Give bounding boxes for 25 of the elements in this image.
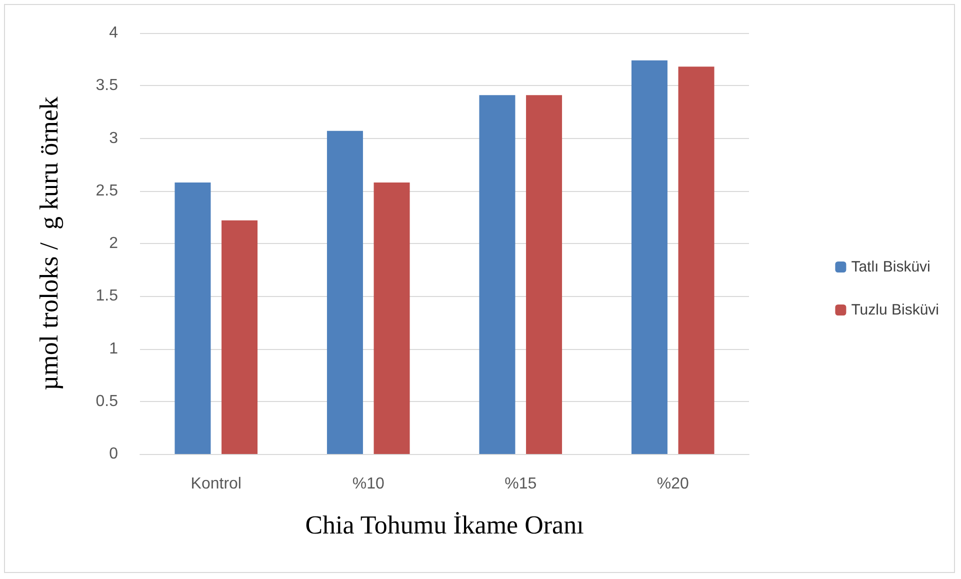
y-tick-label: 1 — [109, 340, 118, 358]
x-tick-label: %10 — [352, 476, 384, 492]
legend-label: Tuzlu Bisküvi — [851, 302, 940, 318]
legend-label: Tatlı Bisküvi — [851, 258, 930, 276]
y-axis-title: µmol troloks / g kuru örnek — [34, 96, 64, 390]
x-tick-label: %20 — [656, 476, 689, 492]
bar — [374, 182, 410, 454]
y-tick-label: 2 — [109, 235, 118, 252]
y-tick-label: 0 — [109, 446, 118, 462]
y-tick-label: 1.5 — [96, 288, 118, 305]
bar — [222, 220, 258, 454]
y-tick-label: 4 — [109, 24, 118, 42]
x-tick-label: Kontrol — [190, 476, 242, 492]
y-tick-label: 3 — [109, 130, 118, 147]
bar — [678, 66, 714, 454]
x-tick-label: %15 — [504, 476, 537, 492]
bar — [479, 95, 516, 454]
bar — [631, 60, 668, 454]
bar — [526, 95, 562, 454]
bar — [326, 130, 363, 454]
x-axis-title: Chia Tohumu İkame Oranı — [305, 510, 584, 540]
bar — [174, 182, 211, 454]
y-tick-label: 3.5 — [96, 77, 118, 94]
y-tick-label: 0.5 — [96, 392, 118, 410]
y-tick-label: 2.5 — [96, 182, 118, 200]
